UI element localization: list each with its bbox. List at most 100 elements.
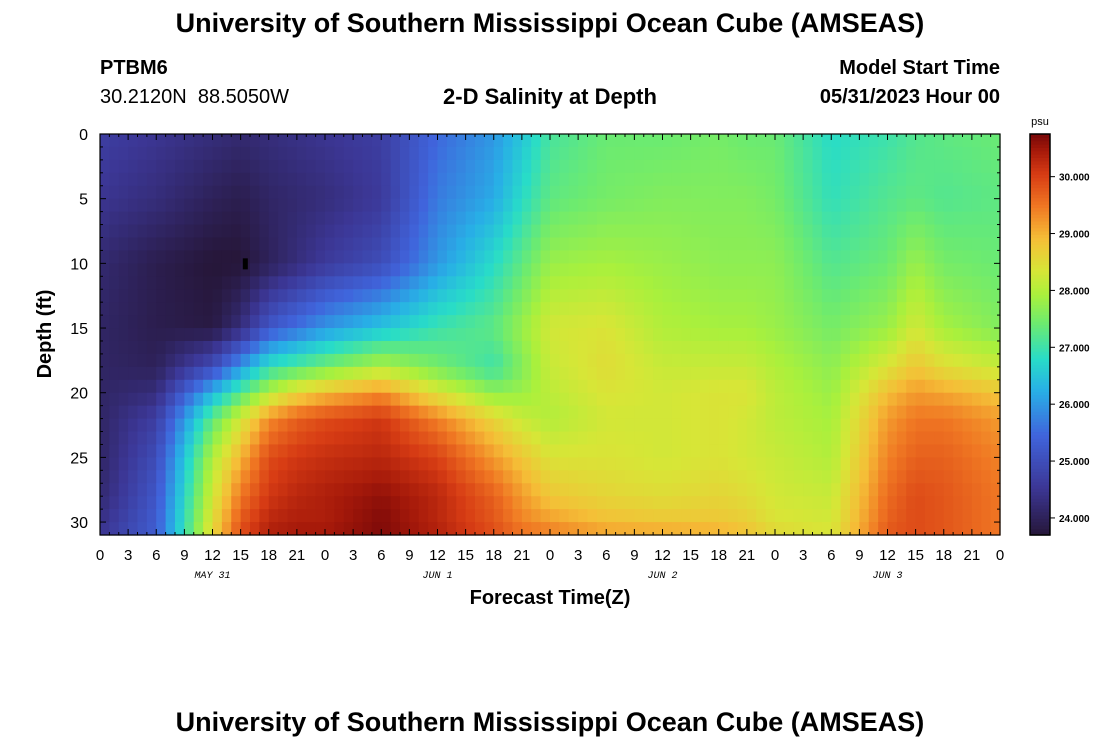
heatmap-cell	[287, 315, 298, 329]
colorbar-segment	[1030, 394, 1050, 399]
heatmap-cell	[287, 340, 298, 355]
heatmap-cell	[831, 224, 842, 239]
heatmap-cell	[418, 496, 429, 510]
heatmap-cell	[287, 392, 298, 407]
heatmap-cell	[587, 405, 598, 420]
heatmap-cell	[728, 315, 739, 329]
heatmap-cell	[259, 146, 270, 161]
heatmap-cell	[465, 289, 476, 303]
heatmap-cell	[700, 224, 710, 239]
heatmap-cell	[887, 496, 898, 510]
heatmap-cell	[268, 457, 279, 471]
heatmap-cell	[737, 276, 748, 290]
heatmap-cell	[296, 431, 307, 446]
colorbar-segment	[1030, 418, 1050, 422]
heatmap-cell	[193, 276, 204, 290]
heatmap-cell	[475, 172, 485, 187]
colorbar-segment	[1030, 180, 1050, 185]
heatmap-cell	[596, 522, 607, 536]
heatmap-cell	[100, 276, 110, 290]
colorbar-segment	[1030, 260, 1050, 265]
heatmap-cell	[240, 418, 251, 433]
heatmap-cell	[306, 496, 317, 510]
heatmap-cell	[859, 276, 870, 290]
heatmap-cell	[531, 457, 542, 471]
heatmap-cell	[184, 328, 195, 342]
heatmap-cell	[465, 431, 476, 446]
heatmap-cell	[784, 405, 795, 420]
heatmap-cell	[953, 237, 964, 252]
heatmap-cell	[540, 418, 551, 433]
heatmap-cell	[765, 172, 776, 187]
heatmap-cell	[315, 211, 326, 226]
heatmap-cell	[409, 224, 420, 239]
heatmap-cell	[493, 224, 504, 239]
heatmap-cell	[343, 418, 354, 433]
heatmap-cell	[681, 405, 692, 420]
heatmap-cell	[559, 405, 570, 420]
heatmap-cell	[793, 509, 804, 523]
colorbar-segment	[1030, 184, 1050, 189]
heatmap-cell	[587, 237, 598, 252]
heatmap-cell	[578, 172, 589, 187]
heatmap-cell	[362, 431, 373, 446]
heatmap-cell	[746, 289, 757, 303]
heatmap-cell	[250, 224, 260, 239]
heatmap-cell	[737, 224, 748, 239]
heatmap-cell	[653, 509, 664, 523]
heatmap-cell	[240, 431, 251, 446]
heatmap-cell	[934, 405, 945, 420]
heatmap-cell	[128, 146, 139, 161]
heatmap-cell	[193, 366, 204, 381]
heatmap-cell	[306, 237, 317, 252]
heatmap-cell	[512, 276, 523, 290]
heatmap-cell	[118, 198, 129, 213]
heatmap-cell	[915, 289, 926, 303]
heatmap-cell	[850, 483, 860, 497]
heatmap-cell	[521, 340, 532, 355]
heatmap-cell	[784, 379, 795, 394]
heatmap-cell	[353, 185, 364, 200]
heatmap-cell	[850, 353, 860, 368]
heatmap-cell	[625, 366, 635, 381]
x-tick-label: 0	[96, 547, 104, 564]
heatmap-cell	[737, 522, 748, 536]
heatmap-cell	[109, 172, 120, 187]
heatmap-cell	[465, 172, 476, 187]
heatmap-cell	[971, 224, 982, 239]
heatmap-cell	[859, 224, 870, 239]
heatmap-cell	[821, 522, 832, 536]
heatmap-cell	[615, 328, 626, 342]
heatmap-cell	[953, 276, 964, 290]
heatmap-cell	[175, 237, 185, 252]
heatmap-cell	[662, 263, 673, 277]
heatmap-cell	[746, 457, 757, 471]
date-label: JUN 1	[422, 571, 452, 582]
heatmap-cell	[381, 392, 392, 407]
colorbar-tick-label: 26.000	[1059, 400, 1090, 411]
heatmap-cell	[428, 496, 439, 510]
heatmap-cell	[559, 444, 570, 458]
heatmap-cell	[512, 522, 523, 536]
heatmap-cell	[831, 289, 842, 303]
heatmap-cell	[503, 289, 514, 303]
heatmap-cell	[878, 457, 889, 471]
heatmap-cell	[231, 159, 242, 174]
heatmap-cell	[915, 522, 926, 536]
heatmap-cell	[643, 237, 654, 252]
heatmap-cell	[606, 302, 617, 316]
heatmap-cell	[334, 418, 345, 433]
heatmap-cell	[671, 444, 682, 458]
heatmap-cell	[578, 302, 589, 316]
heatmap-cell	[362, 172, 373, 187]
heatmap-cell	[137, 289, 148, 303]
heatmap-cell	[746, 353, 757, 368]
heatmap-cell	[971, 263, 982, 277]
heatmap-cell	[653, 392, 664, 407]
heatmap-cell	[568, 276, 579, 290]
heatmap-cell	[840, 392, 851, 407]
heatmap-cell	[690, 509, 701, 523]
heatmap-cell	[146, 289, 157, 303]
colorbar-segment	[1030, 347, 1050, 352]
heatmap-cell	[325, 289, 335, 303]
